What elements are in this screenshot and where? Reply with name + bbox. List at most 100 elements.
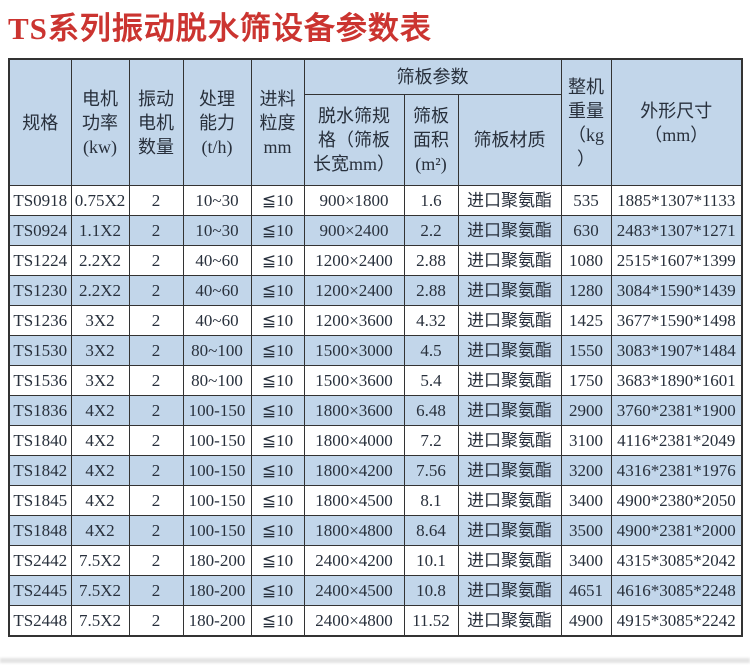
table-cell: ≦10: [250, 245, 305, 276]
table-cell: 40~60: [182, 275, 252, 306]
table-cell: 100-150: [182, 485, 252, 516]
table-cell: ≦10: [250, 575, 305, 606]
table-cell: ≦10: [250, 335, 305, 366]
table-row: TS1836 4X2 2 100-150 ≦10 1800×3600 6.48 进口聚氨酯 29…: [8, 395, 743, 426]
table-cell: 2: [128, 515, 184, 546]
table-cell: 1.6: [403, 185, 459, 216]
table-cell: 2.2X2: [70, 275, 130, 306]
table-row: TS1536 3X2 2 80~100 ≦10 1500×3600 5.4 进口聚氨酯 1750…: [8, 365, 743, 396]
table-cell: ≦10: [250, 485, 305, 516]
table-cell: 3400: [560, 545, 612, 576]
table-cell: 535: [560, 185, 612, 216]
header-capacity: 处理 能力 (t/h): [182, 58, 252, 186]
table-cell: 进口聚氨酯: [457, 365, 562, 396]
table-cell: 2483*1307*1271: [610, 215, 743, 246]
table-cell: 180-200: [182, 605, 252, 637]
table-row: TS1230 2.2X2 2 40~60 ≦10 1200×2400 2.88 进口聚氨酯 12…: [8, 275, 743, 306]
table-header: 规格 电机 功率 (kw) 振动 电机 数量 处理 能力 (t/h) 进料 粒度…: [8, 58, 743, 186]
table-cell: 进口聚氨酯: [457, 485, 562, 516]
table-cell: 10~30: [182, 185, 252, 216]
table-cell: 1200×2400: [303, 275, 405, 306]
table-cell: 2: [128, 545, 184, 576]
table-row: TS2448 7.5X2 2 180-200 ≦10 2400×4800 11.52 进口聚氨…: [8, 605, 743, 637]
table-cell: ≦10: [250, 425, 305, 456]
table-cell: 1800×4000: [303, 425, 405, 456]
table-cell: ≦10: [250, 275, 305, 306]
table-cell: 100-150: [182, 455, 252, 486]
table-cell: 8.1: [403, 485, 459, 516]
table-cell: 7.5X2: [70, 605, 130, 637]
table-cell: ≦10: [250, 365, 305, 396]
header-screen-params-group: 筛板参数: [303, 58, 562, 95]
table-row: TS1530 3X2 2 80~100 ≦10 1500×3000 4.5 进口聚氨酯 1550…: [8, 335, 743, 366]
table-cell: 7.56: [403, 455, 459, 486]
table-cell: 2: [128, 605, 184, 637]
table-cell: 进口聚氨酯: [457, 305, 562, 336]
table-cell: ≦10: [250, 455, 305, 486]
table-cell: 900×1800: [303, 185, 405, 216]
table-cell: 2.88: [403, 245, 459, 276]
table-cell: ≦10: [250, 215, 305, 246]
table-cell: 2: [128, 245, 184, 276]
header-spec: 规格: [8, 58, 72, 186]
header-screen-material: 筛板材质: [457, 94, 562, 186]
table-cell: 100-150: [182, 425, 252, 456]
table-cell: 进口聚氨酯: [457, 245, 562, 276]
table-cell: 1500×3000: [303, 335, 405, 366]
table-cell: TS1236: [8, 305, 72, 336]
table-cell: 3100: [560, 425, 612, 456]
table-cell: 40~60: [182, 245, 252, 276]
table-cell: TS2448: [8, 605, 72, 637]
table-body: TS0918 0.75X2 2 10~30 ≦10 900×1800 1.6 进口聚氨酯 535…: [8, 185, 743, 637]
table-row: TS1840 4X2 2 100-150 ≦10 1800×4000 7.2 进口聚氨酯 310…: [8, 425, 743, 456]
table-cell: 40~60: [182, 305, 252, 336]
table-cell: 4X2: [70, 425, 130, 456]
table-cell: 4X2: [70, 515, 130, 546]
table-row: TS0924 1.1X2 2 10~30 ≦10 900×2400 2.2 进口聚氨酯 630 2…: [8, 215, 743, 246]
table-cell: 2400×4200: [303, 545, 405, 576]
table-cell: TS0918: [8, 185, 72, 216]
table-cell: 3500: [560, 515, 612, 546]
table-cell: 1550: [560, 335, 612, 366]
table-cell: 1800×4200: [303, 455, 405, 486]
table-cell: 900×2400: [303, 215, 405, 246]
table-cell: ≦10: [250, 185, 305, 216]
table-row: TS2442 7.5X2 2 180-200 ≦10 2400×4200 10.1 进口聚氨酯…: [8, 545, 743, 576]
table-cell: 1800×3600: [303, 395, 405, 426]
table-cell: 0.75X2: [70, 185, 130, 216]
table-cell: 1.1X2: [70, 215, 130, 246]
table-cell: 4616*3085*2248: [610, 575, 743, 606]
table-cell: 进口聚氨酯: [457, 215, 562, 246]
table-cell: ≦10: [250, 605, 305, 637]
table-cell: 4.32: [403, 305, 459, 336]
table-cell: 2: [128, 395, 184, 426]
table-cell: TS1536: [8, 365, 72, 396]
table-cell: 2: [128, 275, 184, 306]
table-row: TS2445 7.5X2 2 180-200 ≦10 2400×4500 10.8 进口聚氨酯…: [8, 575, 743, 606]
table-cell: 6.48: [403, 395, 459, 426]
table-cell: 1200×3600: [303, 305, 405, 336]
table-cell: 4X2: [70, 395, 130, 426]
header-machine-weight: 整机 重量 （kg ）: [560, 58, 612, 186]
table-cell: 7.2: [403, 425, 459, 456]
table-cell: 进口聚氨酯: [457, 335, 562, 366]
table-cell: 3400: [560, 485, 612, 516]
table-cell: TS1836: [8, 395, 72, 426]
table-cell: TS1530: [8, 335, 72, 366]
table-cell: 4900: [560, 605, 612, 637]
header-motor-power: 电机 功率 (kw): [70, 58, 130, 186]
table-cell: 2.2: [403, 215, 459, 246]
table-cell: 3083*1907*1484: [610, 335, 743, 366]
table-cell: 3683*1890*1601: [610, 365, 743, 396]
table-cell: 2: [128, 305, 184, 336]
table-cell: 4316*2381*1976: [610, 455, 743, 486]
table-cell: TS1842: [8, 455, 72, 486]
table-cell: ≦10: [250, 305, 305, 336]
bottom-divider: [0, 658, 750, 663]
table-cell: 3200: [560, 455, 612, 486]
table-row: TS0918 0.75X2 2 10~30 ≦10 900×1800 1.6 进口聚氨酯 535…: [8, 185, 743, 216]
table-cell: 80~100: [182, 365, 252, 396]
table-row: TS1236 3X2 2 40~60 ≦10 1200×3600 4.32 进口聚氨酯 1425…: [8, 305, 743, 336]
header-screen-size: 脱水筛规 格（筛板 长宽mm）: [303, 94, 405, 186]
page-title: TS系列振动脱水筛设备参数表: [8, 11, 432, 46]
